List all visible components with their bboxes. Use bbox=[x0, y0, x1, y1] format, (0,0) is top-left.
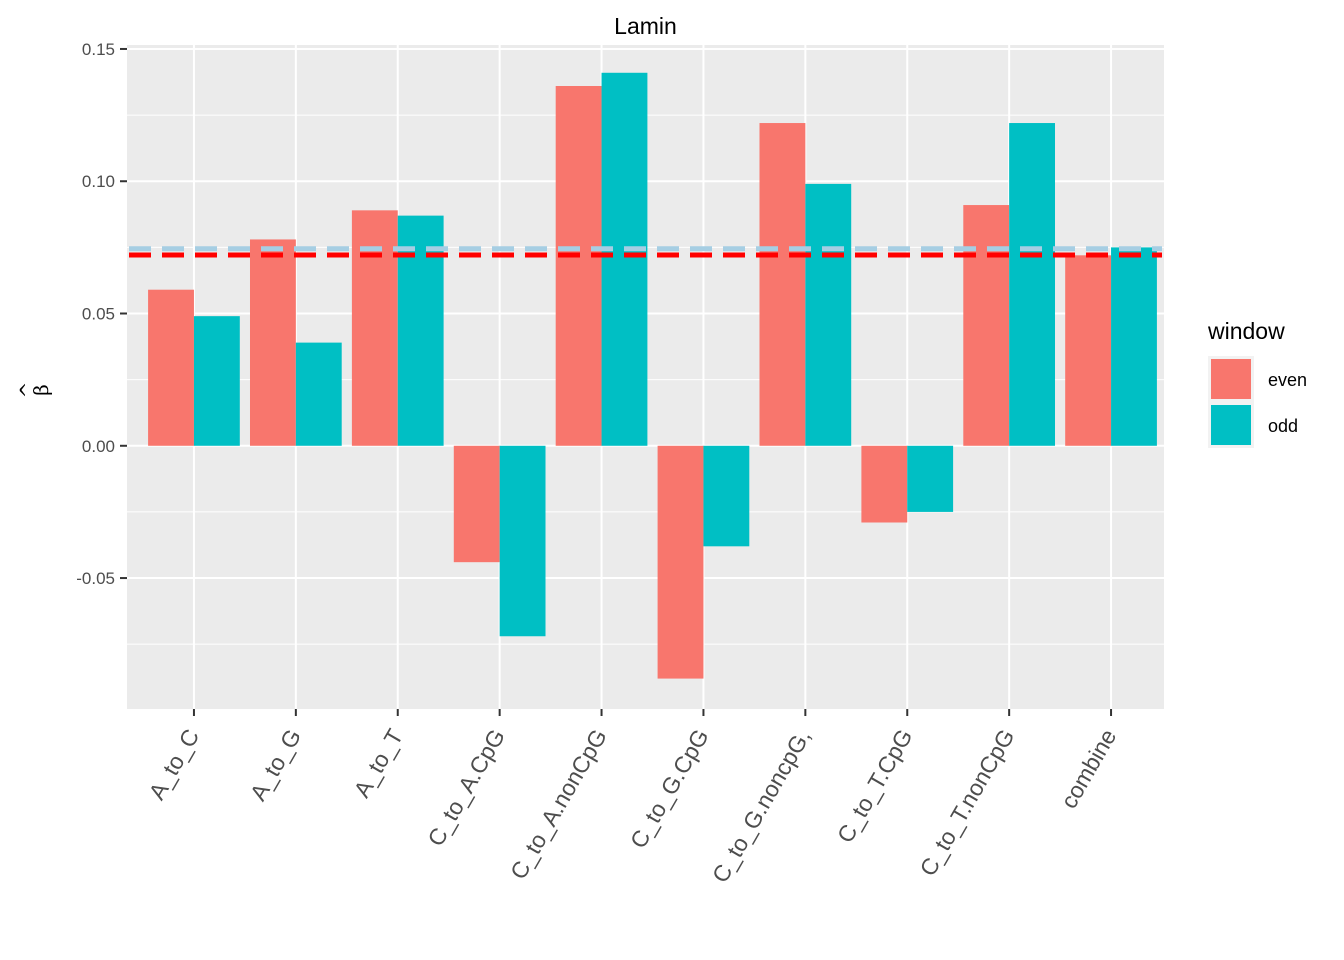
bar-odd-C_to_G.noncpG, bbox=[805, 183, 852, 446]
legend-label-even: even bbox=[1268, 370, 1307, 390]
bar-even-C_to_G.noncpG, bbox=[759, 123, 806, 446]
bar-odd-C_to_A.nonCpG bbox=[601, 72, 648, 446]
bar-even-C_to_T.CpG bbox=[861, 445, 908, 523]
x-tick-label: C_to_G.noncpG, bbox=[707, 725, 816, 887]
y-axis: -0.05 0.00 0.05 0.10 0.15 bbox=[76, 40, 127, 588]
bar-even-C_to_T.nonCpG bbox=[963, 205, 1010, 446]
bar-even-C_to_A.CpG bbox=[453, 445, 500, 563]
x-tick-label: A_to_T bbox=[348, 725, 408, 802]
bar-even-C_to_A.nonCpG bbox=[555, 86, 602, 446]
x-axis: A_to_C A_to_G A_to_T C_to_A.CpGC_to_A.nonCp… bbox=[143, 709, 1121, 887]
bar-even-combine bbox=[1065, 255, 1112, 446]
x-tick-label: C_to_A.nonCpG bbox=[505, 725, 612, 884]
chart-title: Lamin bbox=[614, 13, 677, 39]
legend: window even odd bbox=[1207, 318, 1307, 448]
y-tick-label: 0.00 bbox=[82, 437, 115, 456]
y-tick-label: 0.15 bbox=[82, 40, 115, 59]
bar-odd-combine bbox=[1111, 247, 1157, 446]
x-tick-label: A_to_G bbox=[245, 725, 307, 806]
legend-label-odd: odd bbox=[1268, 416, 1298, 436]
x-tick-label: C_to_A.CpG bbox=[422, 725, 510, 851]
bar-odd-A_to_G bbox=[295, 342, 342, 446]
y-axis-label-hat: ^ bbox=[15, 382, 39, 399]
bar-odd-A_to_C bbox=[193, 316, 240, 446]
legend-title: window bbox=[1207, 318, 1285, 344]
x-tick-label: combine bbox=[1055, 725, 1121, 813]
bars bbox=[148, 72, 1157, 679]
x-tick-label: C_to_T.nonCpG bbox=[914, 725, 1019, 881]
legend-swatch-even bbox=[1211, 359, 1251, 399]
bar-odd-C_to_T.CpG bbox=[907, 445, 954, 512]
y-tick-label: 0.05 bbox=[82, 305, 115, 324]
bar-even-C_to_G.CpG bbox=[657, 445, 704, 679]
y-tick-label: 0.10 bbox=[82, 172, 115, 191]
legend-swatch-odd bbox=[1211, 405, 1251, 445]
x-tick-label: C_to_G.CpG bbox=[625, 725, 714, 853]
bar-odd-C_to_A.CpG bbox=[499, 445, 546, 637]
bar-even-A_to_C bbox=[148, 289, 194, 446]
x-tick-label: C_to_T.CpG bbox=[832, 725, 918, 848]
y-tick-label: -0.05 bbox=[76, 569, 115, 588]
bar-odd-C_to_T.nonCpG bbox=[1009, 123, 1056, 446]
x-tick-label: A_to_C bbox=[143, 725, 204, 804]
bar-even-A_to_T bbox=[351, 210, 398, 446]
y-axis-label-base: β bbox=[29, 384, 53, 396]
bar-odd-C_to_G.CpG bbox=[703, 445, 750, 547]
y-axis-label: β ^ bbox=[15, 382, 53, 399]
reference-lines bbox=[129, 246, 1162, 258]
bar-even-A_to_G bbox=[249, 239, 296, 446]
